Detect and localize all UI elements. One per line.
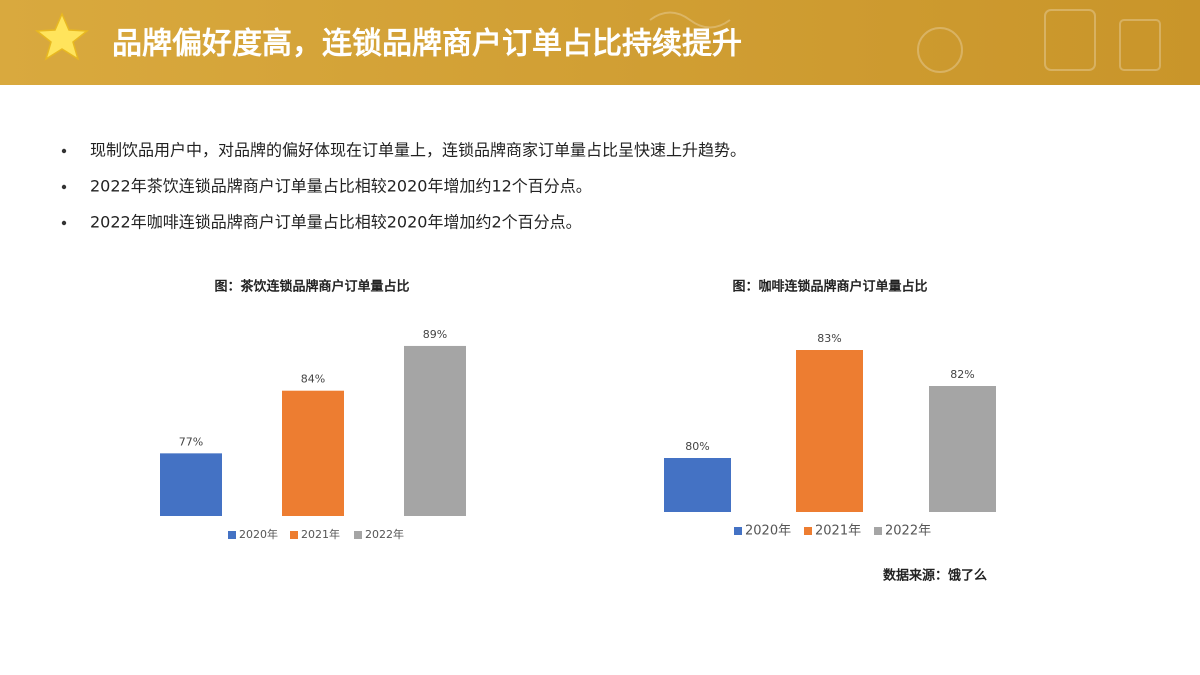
bar [796,350,863,512]
bullet-dot [61,220,67,226]
legend-label: 2021年 [815,524,861,539]
slide-title: 品牌偏好度高，连锁品牌商户订单占比持续提升 [112,27,742,62]
legend-swatch [290,531,298,539]
bar [282,390,344,516]
legend-swatch [874,527,882,535]
value-label: 83% [817,332,841,345]
star-icon [34,12,90,61]
bar [929,386,996,512]
legend-swatch [734,527,742,535]
header-doodles [649,9,1161,73]
value-label: 77% [179,435,203,448]
header-band [0,0,1200,85]
chart-title: 图：咖啡连锁品牌商户订单量占比 [732,279,927,295]
bar [664,458,731,512]
legend-label: 2022年 [885,524,931,539]
value-label: 84% [301,373,325,386]
legend-swatch [804,527,812,535]
legend-label: 2020年 [745,524,791,539]
legend-label: 2022年 [365,527,404,541]
bullet-text: 现制饮品用户中，对品牌的偏好体现在订单量上，连锁品牌商家订单量占比呈快速上升趋势… [90,141,746,160]
legend-label: 2021年 [301,527,340,541]
value-label: 80% [685,440,709,453]
legend-swatch [354,531,362,539]
bar [404,345,466,516]
chart-title: 图：茶饮连锁品牌商户订单量占比 [214,279,409,295]
legend-swatch [228,531,236,539]
bullet-text: 2022年茶饮连锁品牌商户订单量占比相较2020年增加约12个百分点。 [90,177,592,196]
value-label: 82% [950,368,974,381]
legend-label: 2020年 [239,527,278,541]
source-note: 数据来源：饿了么 [883,568,987,584]
bullet-dot [61,184,67,190]
bullet-dot [61,148,67,154]
bar [160,453,222,516]
value-label: 89% [423,328,447,341]
bullet-text: 2022年咖啡连锁品牌商户订单量占比相较2020年增加约2个百分点。 [90,213,582,232]
